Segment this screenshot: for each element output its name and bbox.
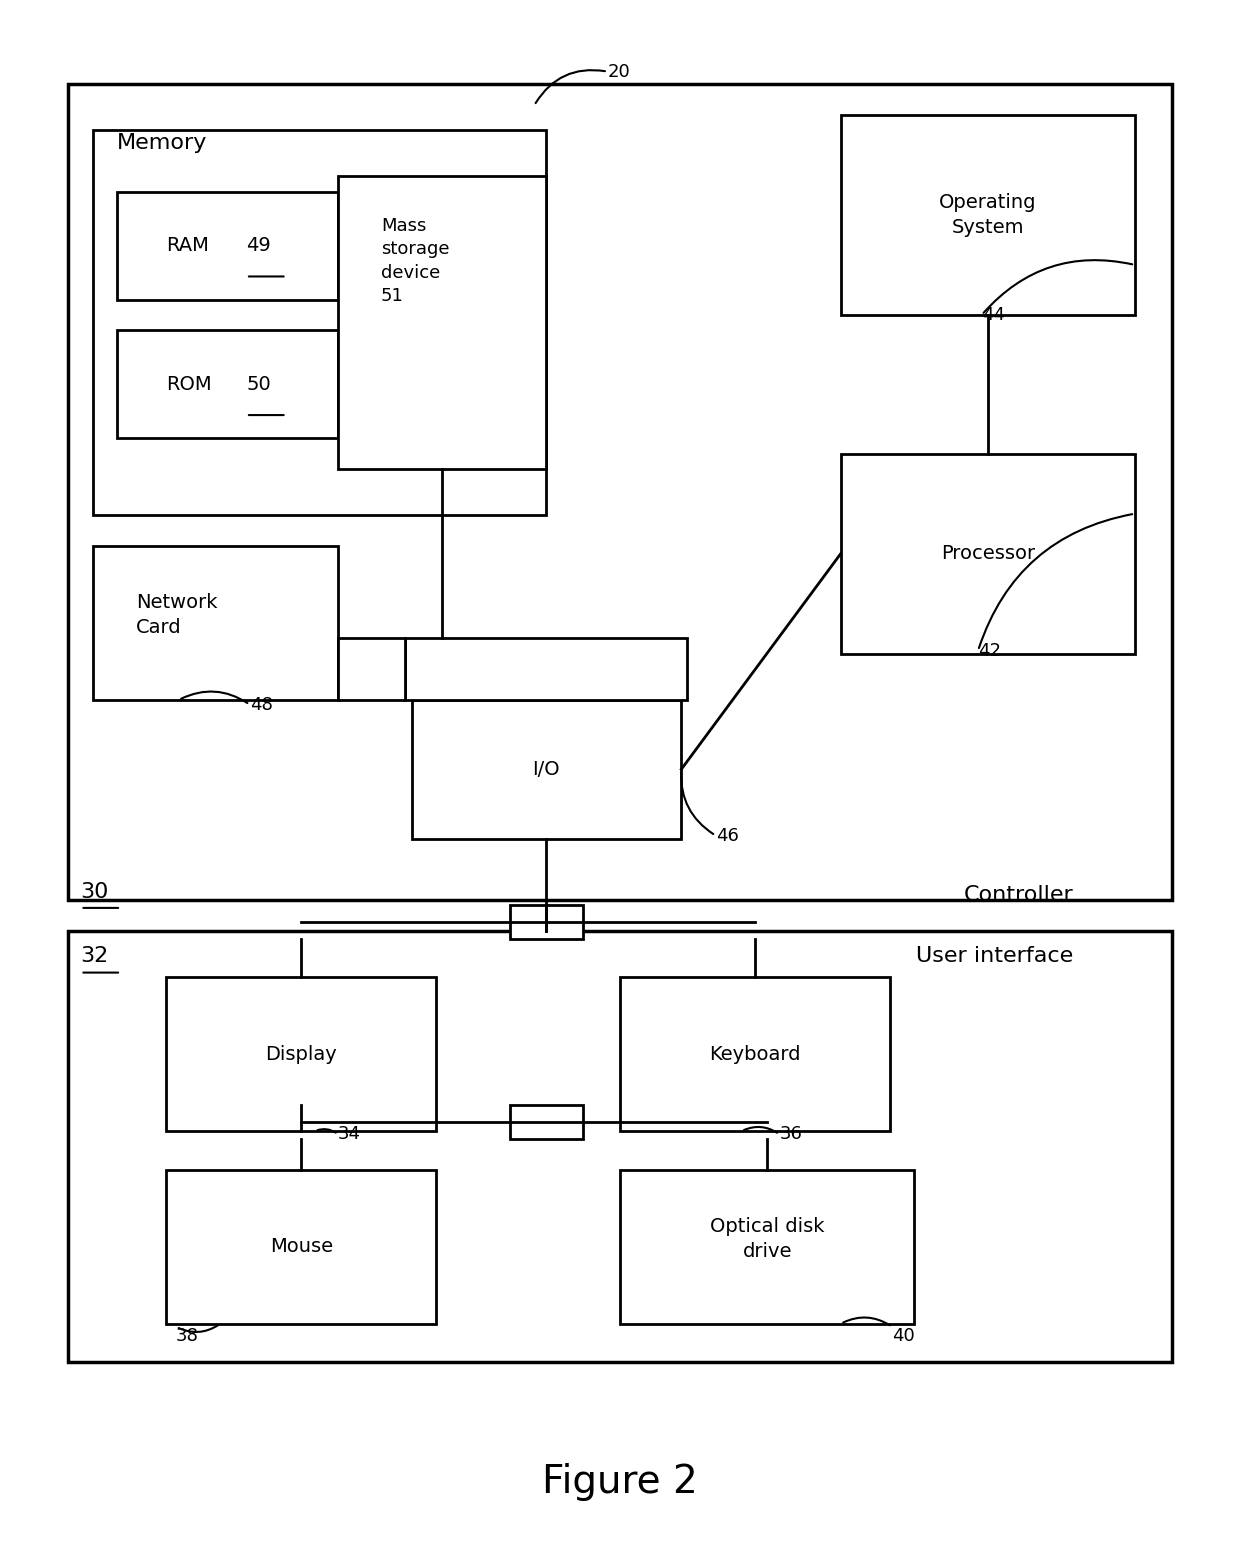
FancyBboxPatch shape (93, 545, 339, 699)
Text: 49: 49 (246, 236, 270, 255)
FancyBboxPatch shape (68, 931, 1172, 1363)
FancyBboxPatch shape (118, 331, 339, 438)
FancyBboxPatch shape (68, 84, 1172, 900)
FancyBboxPatch shape (412, 699, 681, 839)
Text: 36: 36 (780, 1125, 802, 1144)
Text: Mouse: Mouse (269, 1237, 332, 1256)
Text: 42: 42 (978, 642, 1001, 660)
Text: Optical disk
drive: Optical disk drive (709, 1217, 825, 1260)
Text: ROM: ROM (166, 375, 212, 393)
Text: Controller: Controller (963, 884, 1074, 904)
FancyBboxPatch shape (339, 639, 405, 699)
FancyBboxPatch shape (620, 1170, 914, 1324)
Text: User interface: User interface (916, 946, 1074, 967)
FancyBboxPatch shape (166, 977, 436, 1131)
Text: Network
Card: Network Card (135, 594, 217, 637)
FancyBboxPatch shape (93, 131, 547, 516)
FancyBboxPatch shape (405, 639, 687, 699)
FancyBboxPatch shape (118, 191, 339, 300)
Text: 38: 38 (176, 1327, 200, 1344)
Text: Processor: Processor (941, 544, 1035, 563)
FancyBboxPatch shape (620, 977, 890, 1131)
Text: 20: 20 (608, 62, 630, 81)
Text: 44: 44 (982, 306, 1004, 323)
Text: 40: 40 (893, 1327, 915, 1344)
Text: 46: 46 (715, 827, 739, 844)
Text: 34: 34 (339, 1125, 361, 1144)
Text: 32: 32 (81, 946, 109, 967)
FancyBboxPatch shape (339, 176, 547, 469)
Text: Mass
storage
device
51: Mass storage device 51 (381, 216, 449, 306)
Text: Display: Display (265, 1044, 337, 1064)
Text: I/O: I/O (533, 760, 560, 779)
Text: RAM: RAM (166, 236, 210, 255)
FancyBboxPatch shape (841, 454, 1135, 654)
Text: Figure 2: Figure 2 (542, 1462, 698, 1501)
FancyBboxPatch shape (510, 1105, 583, 1139)
FancyBboxPatch shape (510, 904, 583, 939)
FancyBboxPatch shape (841, 115, 1135, 315)
Text: Operating
System: Operating System (939, 193, 1037, 236)
Text: 48: 48 (249, 696, 273, 713)
Text: Memory: Memory (118, 134, 207, 154)
FancyBboxPatch shape (166, 1170, 436, 1324)
Text: 50: 50 (246, 375, 270, 393)
Text: Keyboard: Keyboard (709, 1044, 801, 1064)
Text: 30: 30 (81, 881, 109, 901)
